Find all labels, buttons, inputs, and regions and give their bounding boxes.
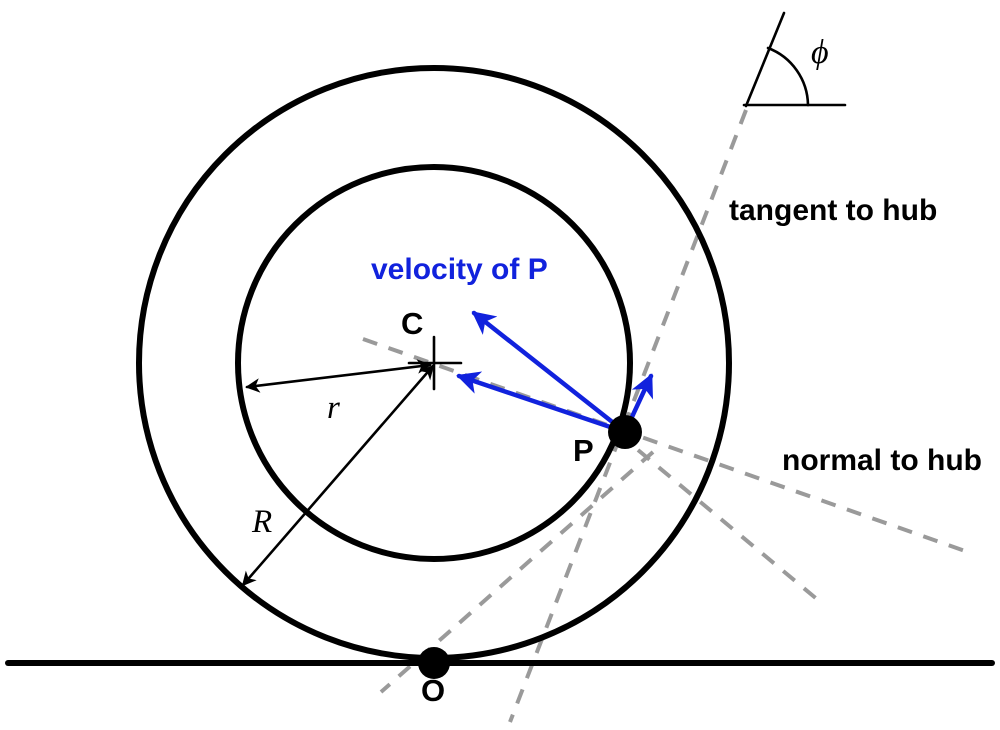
label-angle-phi: ϕ xyxy=(811,34,829,71)
phi-arc xyxy=(766,46,810,107)
velocity-resultant-arrow xyxy=(471,310,628,435)
point-p-dot xyxy=(608,415,642,449)
center-cross-marker xyxy=(407,335,463,391)
point-o-dot xyxy=(418,647,450,679)
label-normal-to-hub: normal to hub xyxy=(782,444,982,477)
label-origin-o: O xyxy=(421,673,445,708)
label-radius-R: R xyxy=(251,504,272,540)
label-center-c: C xyxy=(401,306,423,341)
secondary-ray-dashed-line xyxy=(636,448,820,602)
dimension-arrows xyxy=(241,359,435,587)
phi-upper-ray xyxy=(744,11,786,108)
point-markers xyxy=(418,415,642,679)
radius-r-arrow xyxy=(245,359,432,393)
radius-R-arrow xyxy=(241,364,435,587)
label-point-p: P xyxy=(573,433,594,468)
label-velocity-of-p: velocity of P xyxy=(371,253,548,286)
label-tangent-to-hub: tangent to hub xyxy=(729,194,937,227)
label-radius-r: r xyxy=(327,390,340,426)
text-labels: C P O r R ϕ velocity of P tangent to hub… xyxy=(251,34,982,708)
angle-phi-marker xyxy=(742,11,847,108)
velocity-translation-arrow xyxy=(456,371,628,435)
